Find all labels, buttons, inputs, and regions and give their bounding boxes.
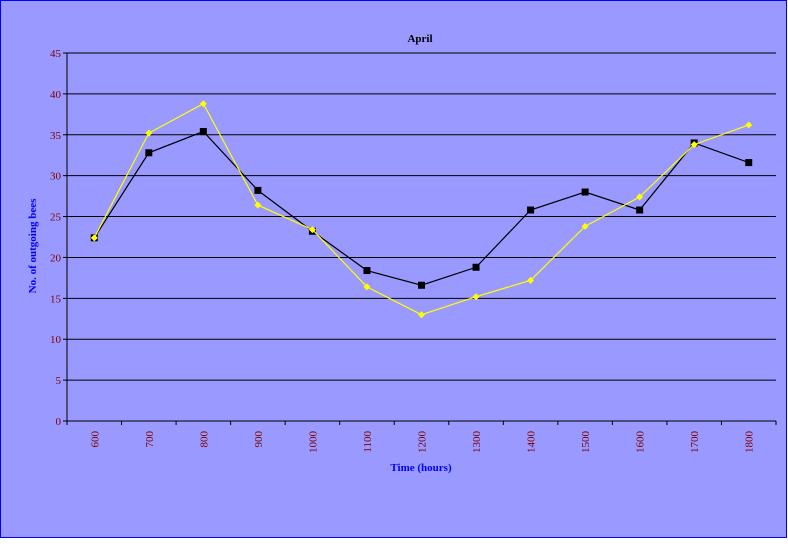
x-tick-label: 1100 [362, 431, 374, 453]
x-tick-label: 600 [89, 431, 101, 448]
y-axis-title: No. of outgoing bees [27, 198, 39, 293]
x-tick-label: 900 [253, 431, 265, 448]
series-2-point [90, 234, 98, 242]
series-2-point [472, 293, 480, 301]
series-1-point [472, 263, 480, 271]
x-tick-label: 1800 [744, 431, 756, 454]
series-2-point [527, 276, 535, 284]
series-2-point [145, 129, 153, 137]
y-tick-label: 40 [50, 89, 62, 101]
x-axis-title: Time (hours) [390, 462, 452, 474]
series-1-point [145, 149, 153, 157]
series-1-point [363, 267, 371, 275]
y-tick-label: 45 [50, 48, 62, 60]
series-1-point [745, 159, 753, 167]
series-1-point [254, 186, 262, 194]
x-tick-label: 1500 [580, 431, 592, 454]
y-tick-label: 35 [50, 130, 62, 142]
y-tick-label: 15 [50, 293, 62, 305]
x-tick-label: 1300 [471, 431, 483, 454]
series-1-point [199, 128, 207, 136]
y-tick-label: 25 [50, 212, 62, 224]
plot-area [67, 53, 776, 421]
series-1-point [527, 206, 535, 214]
series-1-point [418, 281, 425, 289]
y-tick-label: 10 [50, 334, 62, 346]
series-1-point [636, 206, 644, 214]
y-tick-label: 0 [56, 416, 62, 428]
series-2-point [363, 283, 371, 291]
series-2-point [581, 222, 589, 230]
x-tick-label: 1400 [526, 431, 538, 454]
x-tick-label: 1200 [417, 431, 429, 454]
series-2-point [418, 311, 425, 319]
x-tick-label: 1700 [689, 431, 701, 454]
y-tick-label: 30 [50, 171, 62, 183]
x-tick-label: 1600 [635, 431, 647, 454]
series-2-point [254, 201, 262, 209]
chart-title: April [407, 33, 432, 45]
y-tick-label: 5 [56, 375, 62, 387]
y-tick-label: 20 [50, 252, 62, 264]
series-2-point [636, 193, 644, 201]
x-tick-label: 800 [198, 431, 210, 448]
series-2-point [199, 100, 207, 108]
series-2-point [308, 226, 316, 234]
series-2-point [690, 141, 698, 149]
series-1-point [581, 188, 589, 196]
series-2-point [745, 121, 753, 129]
x-tick-label: 1000 [307, 431, 319, 454]
x-tick-label: 700 [144, 431, 156, 448]
